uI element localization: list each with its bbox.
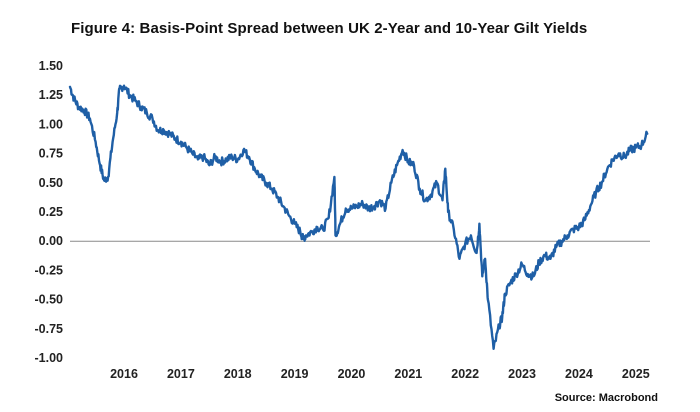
- y-tick-label: 1.00: [39, 117, 63, 131]
- y-tick-label: 0.50: [39, 176, 63, 190]
- y-tick-label: -0.75: [35, 322, 64, 336]
- y-tick-label: 1.50: [39, 59, 63, 73]
- y-tick-label: 1.25: [39, 88, 63, 102]
- x-tick-label: 2020: [338, 367, 366, 381]
- y-tick-label: 0.00: [39, 234, 63, 248]
- x-tick-label: 2018: [224, 367, 252, 381]
- y-axis: 1.50 1.25 1.00 0.75 0.50 0.25 0.00 -0.25 -0.50 -0…: [35, 59, 64, 365]
- y-tick-label: 0.75: [39, 147, 63, 161]
- x-tick-label: 2025: [622, 367, 650, 381]
- x-tick-label: 2024: [565, 367, 593, 381]
- y-tick-label: -0.50: [35, 293, 64, 307]
- x-tick-label: 2021: [394, 367, 422, 381]
- y-tick-label: 0.25: [39, 205, 63, 219]
- source-note: Source: Macrobond: [554, 392, 658, 404]
- x-tick-label: 2017: [167, 367, 195, 381]
- y-tick-label: -0.25: [35, 263, 64, 277]
- x-tick-label: 2022: [451, 367, 479, 381]
- x-tick-label: 2016: [110, 367, 138, 381]
- spread-series-line: [68, 84, 649, 350]
- x-tick-label: 2023: [508, 367, 536, 381]
- chart-title: Figure 4: Basis-Point Spread between UK …: [71, 20, 588, 37]
- x-tick-label: 2019: [281, 367, 309, 381]
- y-tick-label: -1.00: [35, 351, 64, 365]
- x-axis: 2016 2017 2018 2019 2020 2021 2022 2023 2024 2025: [110, 367, 650, 381]
